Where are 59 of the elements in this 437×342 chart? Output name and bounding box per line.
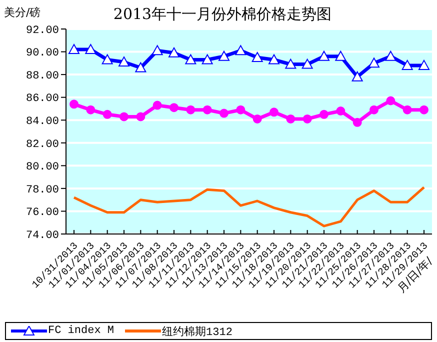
point bbox=[202, 54, 213, 64]
point bbox=[420, 105, 428, 114]
point bbox=[370, 105, 378, 114]
point bbox=[402, 60, 413, 70]
point bbox=[86, 105, 96, 114]
point bbox=[368, 58, 380, 68]
y-tick-label: 92.00 bbox=[26, 24, 59, 37]
point bbox=[352, 118, 362, 127]
chart-title: 2013年十一月份外棉价格走势图 bbox=[113, 5, 332, 23]
point bbox=[285, 58, 296, 69]
point bbox=[102, 54, 113, 64]
point bbox=[268, 54, 280, 64]
line-series bbox=[72, 186, 426, 228]
point bbox=[136, 112, 146, 122]
point bbox=[418, 60, 430, 70]
point bbox=[185, 54, 196, 64]
point bbox=[252, 114, 262, 124]
point bbox=[85, 44, 96, 54]
point bbox=[102, 110, 112, 119]
point bbox=[152, 100, 162, 110]
point bbox=[170, 103, 178, 112]
point bbox=[402, 105, 412, 114]
point bbox=[168, 47, 180, 58]
y-tick-label: 86.00 bbox=[26, 93, 59, 106]
y-tick-label: 90.00 bbox=[26, 48, 59, 60]
y-tick-label: 84.00 bbox=[26, 116, 59, 128]
point bbox=[235, 45, 246, 56]
y-tick-label: 82.00 bbox=[26, 138, 59, 151]
point bbox=[220, 108, 228, 118]
y-tick-label: 78.00 bbox=[26, 184, 59, 196]
point bbox=[352, 71, 363, 82]
point bbox=[152, 45, 163, 56]
point bbox=[70, 100, 78, 109]
y-tick-label: 74.00 bbox=[26, 230, 59, 242]
y-axis-title: 美分/磅 bbox=[4, 5, 41, 20]
legend-label: FC index M bbox=[48, 325, 114, 337]
y-tick-label: 76.00 bbox=[26, 207, 59, 220]
point bbox=[302, 58, 313, 69]
point bbox=[218, 50, 230, 61]
point bbox=[118, 56, 130, 67]
point bbox=[318, 50, 330, 61]
point bbox=[270, 108, 278, 117]
point bbox=[120, 112, 128, 122]
point bbox=[236, 105, 246, 114]
point bbox=[385, 50, 396, 61]
point bbox=[186, 105, 196, 114]
point bbox=[386, 96, 396, 106]
point bbox=[336, 106, 346, 116]
point bbox=[68, 44, 80, 54]
point bbox=[252, 52, 263, 62]
point bbox=[286, 114, 296, 124]
legend-label: 纽约棉期1312 bbox=[162, 325, 232, 338]
point bbox=[335, 50, 346, 61]
y-tick-label: 88.00 bbox=[26, 70, 59, 82]
point bbox=[202, 105, 212, 114]
y-tick-label: 80.00 bbox=[26, 162, 59, 174]
point bbox=[320, 110, 328, 119]
point bbox=[135, 62, 146, 72]
point bbox=[302, 114, 312, 124]
